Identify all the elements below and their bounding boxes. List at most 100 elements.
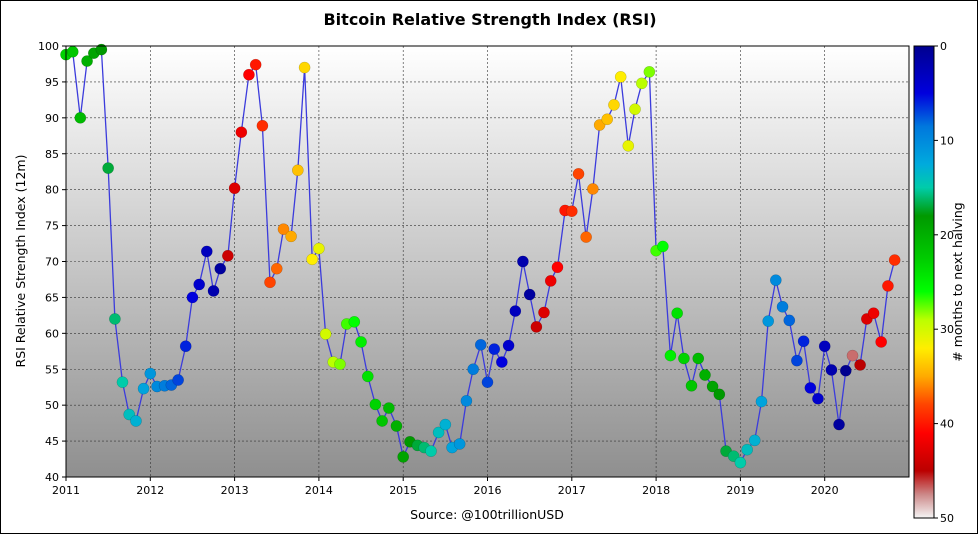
rsi-point: [791, 354, 803, 367]
rsi-point: [741, 443, 753, 456]
rsi-point: [277, 223, 290, 236]
y-tick-label: 50: [45, 399, 59, 412]
rsi-point: [432, 426, 445, 439]
y-tick-label: 65: [45, 291, 59, 304]
colorbar-tick-label: 10: [940, 134, 954, 147]
y-tick-label: 95: [45, 76, 59, 89]
rsi-point: [551, 261, 564, 274]
rsi-point: [882, 280, 894, 292]
rsi-point: [748, 434, 761, 447]
rsi-point: [495, 356, 508, 368]
x-tick-label: 2018: [642, 484, 670, 497]
y-tick-label: 100: [38, 40, 59, 53]
chart-title: Bitcoin Relative Strength Index (RSI): [323, 10, 656, 29]
rsi-point: [783, 314, 796, 327]
rsi-point: [256, 119, 269, 132]
x-axis-label: Source: @100trillionUSD: [410, 507, 564, 522]
x-tick-label: 2011: [52, 484, 80, 497]
rsi-point: [692, 352, 705, 365]
rsi-point: [369, 398, 382, 411]
rsi-point: [228, 182, 241, 195]
x-tick-label: 2020: [811, 484, 839, 497]
rsi-point: [509, 305, 522, 317]
x-tick-label: 2017: [558, 484, 586, 497]
rsi-point: [664, 349, 677, 362]
y-axis-label: RSI Relative Strength Index (12m): [13, 155, 28, 368]
rsi-point: [361, 370, 374, 383]
rsi-point: [439, 418, 452, 431]
rsi-point: [179, 340, 192, 353]
y-tick-label: 45: [45, 435, 59, 448]
rsi-point: [580, 231, 592, 243]
y-tick-label: 85: [45, 148, 59, 161]
rsi-point: [348, 315, 361, 328]
rsi-point: [846, 349, 859, 362]
rsi-point: [193, 278, 206, 291]
rsi-point: [222, 249, 234, 262]
rsi-point: [460, 395, 473, 407]
rsi-point: [66, 45, 79, 58]
rsi-point: [291, 164, 304, 177]
rsi-point: [804, 382, 817, 394]
rsi-point: [390, 420, 403, 432]
rsi-point: [538, 306, 550, 319]
rsi-point: [116, 376, 129, 389]
rsi-points: [60, 43, 901, 469]
rsi-point: [572, 168, 585, 180]
x-tick-label: 2015: [389, 484, 417, 497]
rsi-point: [776, 300, 789, 313]
rsi-point: [875, 336, 888, 348]
rsi-point: [397, 451, 410, 463]
rsi-point: [334, 358, 346, 371]
rsi-point: [172, 374, 184, 386]
rsi-point: [137, 382, 150, 395]
rsi-point: [523, 288, 536, 301]
y-tick-label: 80: [45, 184, 59, 197]
rsi-point: [453, 438, 466, 450]
y-tick-label: 55: [45, 363, 59, 376]
rsi-point: [474, 338, 487, 351]
colorbar-tick-label: 0: [940, 40, 947, 53]
rsi-point: [109, 313, 121, 325]
rsi-point: [376, 415, 388, 427]
y-tick-label: 90: [45, 112, 59, 125]
x-tick-label: 2016: [474, 484, 502, 497]
rsi-point: [706, 380, 719, 393]
rsi-point: [502, 339, 515, 352]
rsi-point: [481, 376, 494, 389]
rsi-point: [734, 456, 747, 469]
rsi-point: [839, 364, 852, 377]
colorbar-tick-label: 40: [940, 418, 954, 431]
rsi-point: [207, 285, 220, 297]
rsi-point: [467, 363, 480, 376]
rsi-point: [102, 162, 115, 174]
rsi-point: [95, 43, 108, 56]
rsi-point: [249, 58, 262, 71]
rsi-point: [306, 253, 319, 266]
rsi-point: [699, 369, 711, 381]
rsi-point: [544, 275, 557, 287]
rsi-point: [601, 113, 614, 126]
rsi-point: [888, 254, 901, 266]
x-tick-label: 2019: [726, 484, 754, 497]
y-tick-label: 40: [45, 471, 59, 484]
rsi-point: [81, 55, 93, 67]
rsi-point: [565, 205, 578, 218]
colorbar-label: # months to next halving: [950, 202, 965, 361]
colorbar: [913, 45, 935, 519]
x-tick-label: 2013: [221, 484, 249, 497]
rsi-point: [425, 445, 437, 457]
rsi-point: [797, 335, 810, 348]
y-tick-label: 60: [45, 327, 59, 340]
rsi-point: [825, 364, 838, 376]
rsi-point: [713, 388, 726, 401]
colorbar-ticks: 0 10 20 30 40 50: [934, 40, 954, 525]
rsi-point: [319, 328, 332, 340]
rsi-point: [643, 66, 656, 78]
rsi-point: [530, 321, 543, 333]
rsi-point: [264, 276, 276, 289]
rsi-point: [517, 255, 529, 268]
rsi-point: [214, 262, 227, 275]
